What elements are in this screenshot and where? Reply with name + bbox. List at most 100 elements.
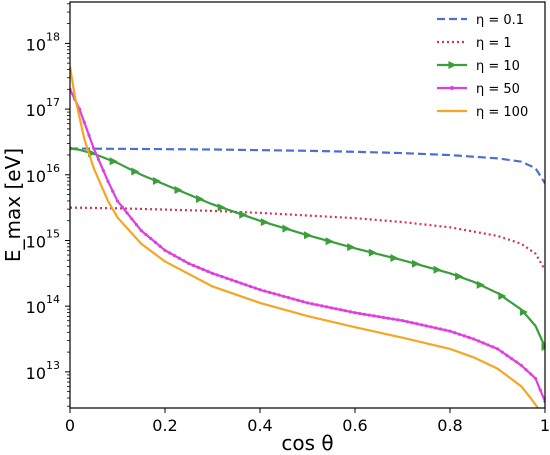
y-tick-label: 10 bbox=[26, 101, 46, 120]
series-marker bbox=[229, 278, 234, 282]
series-marker bbox=[196, 265, 200, 270]
series-marker bbox=[191, 263, 196, 268]
x-tick-label: 0.8 bbox=[437, 416, 462, 435]
series-marker bbox=[524, 368, 528, 372]
series-marker bbox=[282, 224, 291, 233]
series-marker bbox=[353, 311, 357, 315]
series-marker bbox=[358, 311, 362, 316]
series-marker bbox=[390, 254, 399, 263]
legend-marker bbox=[450, 86, 454, 90]
legend-entry: η = 50 bbox=[437, 82, 520, 97]
series-marker bbox=[131, 167, 140, 176]
series-marker bbox=[491, 345, 495, 349]
series-marker bbox=[391, 317, 395, 321]
series-1 bbox=[70, 147, 545, 184]
series-marker bbox=[149, 236, 153, 241]
series-line bbox=[70, 66, 540, 408]
series-marker bbox=[514, 360, 519, 364]
x-tick-label: 1 bbox=[540, 416, 550, 435]
series-marker bbox=[206, 269, 210, 273]
series-marker bbox=[381, 315, 386, 320]
y-tick-exponent: 14 bbox=[46, 293, 60, 306]
series-marker bbox=[455, 272, 464, 281]
x-tick-label: 0.4 bbox=[247, 416, 272, 435]
series-marker bbox=[372, 314, 376, 318]
series-marker bbox=[101, 168, 105, 173]
series-marker bbox=[134, 223, 139, 227]
series-marker bbox=[258, 288, 262, 292]
series-marker bbox=[386, 316, 390, 320]
series-marker bbox=[225, 276, 229, 280]
series-marker bbox=[529, 372, 533, 376]
series-marker bbox=[187, 261, 191, 266]
series-marker bbox=[163, 248, 167, 252]
series-marker bbox=[415, 322, 419, 326]
series-marker bbox=[87, 133, 91, 137]
series-marker bbox=[153, 240, 158, 245]
series-marker bbox=[443, 328, 447, 332]
series-marker bbox=[106, 179, 110, 183]
series-marker bbox=[115, 199, 120, 203]
series-marker bbox=[130, 217, 134, 221]
series-marker bbox=[260, 218, 269, 227]
series-marker bbox=[152, 177, 161, 186]
series-marker bbox=[519, 307, 528, 316]
series-marker bbox=[304, 231, 312, 240]
series-marker bbox=[329, 306, 333, 310]
series-marker bbox=[315, 303, 319, 307]
series-marker bbox=[263, 289, 267, 293]
legend-label: η = 100 bbox=[476, 105, 528, 120]
series-marker bbox=[519, 363, 523, 367]
series-marker bbox=[109, 157, 118, 166]
series-marker bbox=[201, 267, 205, 271]
series-marker bbox=[120, 205, 124, 209]
y-axis-label: E_max [eV] bbox=[1, 148, 25, 262]
series-marker bbox=[498, 292, 507, 301]
y-tick-label: 10 bbox=[26, 298, 46, 317]
series-marker bbox=[486, 343, 490, 347]
legend-entry: η = 1 bbox=[437, 36, 512, 51]
series-layer bbox=[70, 66, 545, 408]
series-marker bbox=[495, 347, 500, 351]
series-marker bbox=[348, 310, 352, 314]
series-marker bbox=[362, 312, 367, 316]
y-tick-exponent: 17 bbox=[46, 96, 60, 109]
series-marker bbox=[429, 325, 433, 329]
series-marker bbox=[182, 259, 186, 263]
legend-entry: η = 100 bbox=[437, 105, 528, 120]
series-marker bbox=[239, 281, 243, 285]
series-marker bbox=[196, 194, 205, 203]
series-marker bbox=[168, 251, 172, 255]
series-marker bbox=[217, 203, 226, 212]
series-marker bbox=[177, 256, 181, 260]
series-marker bbox=[434, 326, 438, 330]
y-tick-exponent: 16 bbox=[46, 162, 60, 175]
x-tick-label: 0.2 bbox=[152, 416, 177, 435]
series-marker bbox=[510, 357, 514, 361]
legend-entry: η = 10 bbox=[437, 59, 520, 74]
series-marker bbox=[158, 244, 162, 248]
legend-entry: η = 0.1 bbox=[437, 13, 524, 28]
series-marker bbox=[347, 243, 356, 252]
series-marker bbox=[210, 271, 215, 275]
series-4 bbox=[70, 87, 545, 404]
series-marker bbox=[82, 120, 86, 124]
series-marker bbox=[476, 339, 481, 343]
series-marker bbox=[476, 280, 485, 289]
series-marker bbox=[541, 342, 545, 351]
series-marker bbox=[310, 302, 314, 306]
series-marker bbox=[325, 237, 334, 246]
series-line bbox=[70, 147, 545, 184]
y-tick-label: 10 bbox=[26, 232, 46, 251]
series-3 bbox=[70, 146, 545, 351]
series-marker bbox=[457, 332, 462, 336]
series-marker bbox=[396, 318, 400, 322]
series-marker bbox=[215, 273, 219, 277]
series-marker bbox=[92, 146, 96, 151]
legend-label: η = 50 bbox=[476, 82, 520, 97]
series-marker bbox=[272, 292, 276, 296]
legend-label: η = 1 bbox=[476, 36, 512, 51]
y-tick-label: 10 bbox=[26, 35, 46, 54]
x-axis-ticks: 0 0.2 0.4 0.6 0.8 1 bbox=[65, 408, 550, 435]
